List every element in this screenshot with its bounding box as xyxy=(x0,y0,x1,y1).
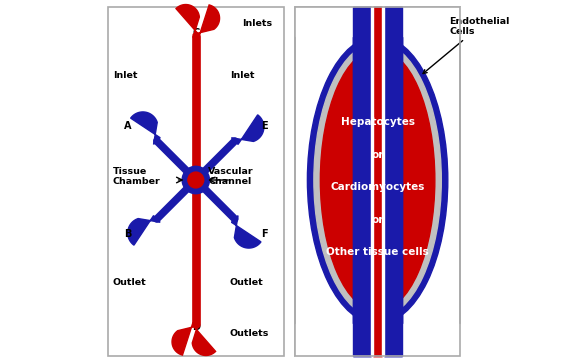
Circle shape xyxy=(188,172,204,188)
Bar xyxy=(295,7,461,356)
Ellipse shape xyxy=(320,49,435,311)
Bar xyxy=(373,7,382,356)
Polygon shape xyxy=(192,323,216,355)
Bar xyxy=(373,7,382,356)
Bar xyxy=(382,7,385,356)
Text: D: D xyxy=(192,322,200,332)
Ellipse shape xyxy=(307,36,448,324)
Text: F: F xyxy=(261,229,268,239)
FancyBboxPatch shape xyxy=(295,7,461,356)
Text: Hepatocytes: Hepatocytes xyxy=(341,117,415,127)
Text: E: E xyxy=(261,121,268,131)
Polygon shape xyxy=(128,216,160,245)
Bar xyxy=(373,7,382,356)
Bar xyxy=(382,7,385,356)
Bar xyxy=(353,7,371,356)
Text: Inlet: Inlet xyxy=(230,71,254,80)
Bar xyxy=(353,7,371,356)
Bar xyxy=(295,7,460,36)
Polygon shape xyxy=(172,323,199,355)
Bar xyxy=(385,7,403,356)
Bar xyxy=(353,7,371,356)
Text: or: or xyxy=(371,150,384,160)
Text: Inlets: Inlets xyxy=(243,19,273,28)
Bar xyxy=(371,7,373,356)
Bar xyxy=(385,7,403,356)
Bar xyxy=(295,324,460,356)
Text: Vascular
Channel: Vascular Channel xyxy=(208,167,254,186)
Text: Endothelial
Cells: Endothelial Cells xyxy=(423,17,510,73)
Text: Outlet: Outlet xyxy=(230,278,264,287)
Text: C: C xyxy=(192,28,199,38)
Text: Outlets: Outlets xyxy=(230,328,269,338)
Bar xyxy=(371,7,373,356)
Ellipse shape xyxy=(314,42,441,318)
Text: Outlet: Outlet xyxy=(113,278,147,287)
Polygon shape xyxy=(231,216,261,248)
FancyBboxPatch shape xyxy=(107,7,284,356)
Text: or: or xyxy=(371,215,384,225)
Bar xyxy=(382,7,385,356)
Bar xyxy=(385,7,403,356)
Text: B: B xyxy=(124,229,131,239)
Polygon shape xyxy=(193,5,220,37)
Circle shape xyxy=(182,166,210,194)
Text: A: A xyxy=(124,121,131,131)
Text: Inlet: Inlet xyxy=(113,71,137,80)
Polygon shape xyxy=(231,115,264,144)
Polygon shape xyxy=(131,112,160,144)
Bar xyxy=(371,7,373,356)
Polygon shape xyxy=(176,5,199,37)
Text: Tissue
Chamber: Tissue Chamber xyxy=(113,167,161,186)
Text: Cardiomyocytes: Cardiomyocytes xyxy=(331,182,425,192)
Text: Other tissue cells: Other tissue cells xyxy=(326,247,429,257)
